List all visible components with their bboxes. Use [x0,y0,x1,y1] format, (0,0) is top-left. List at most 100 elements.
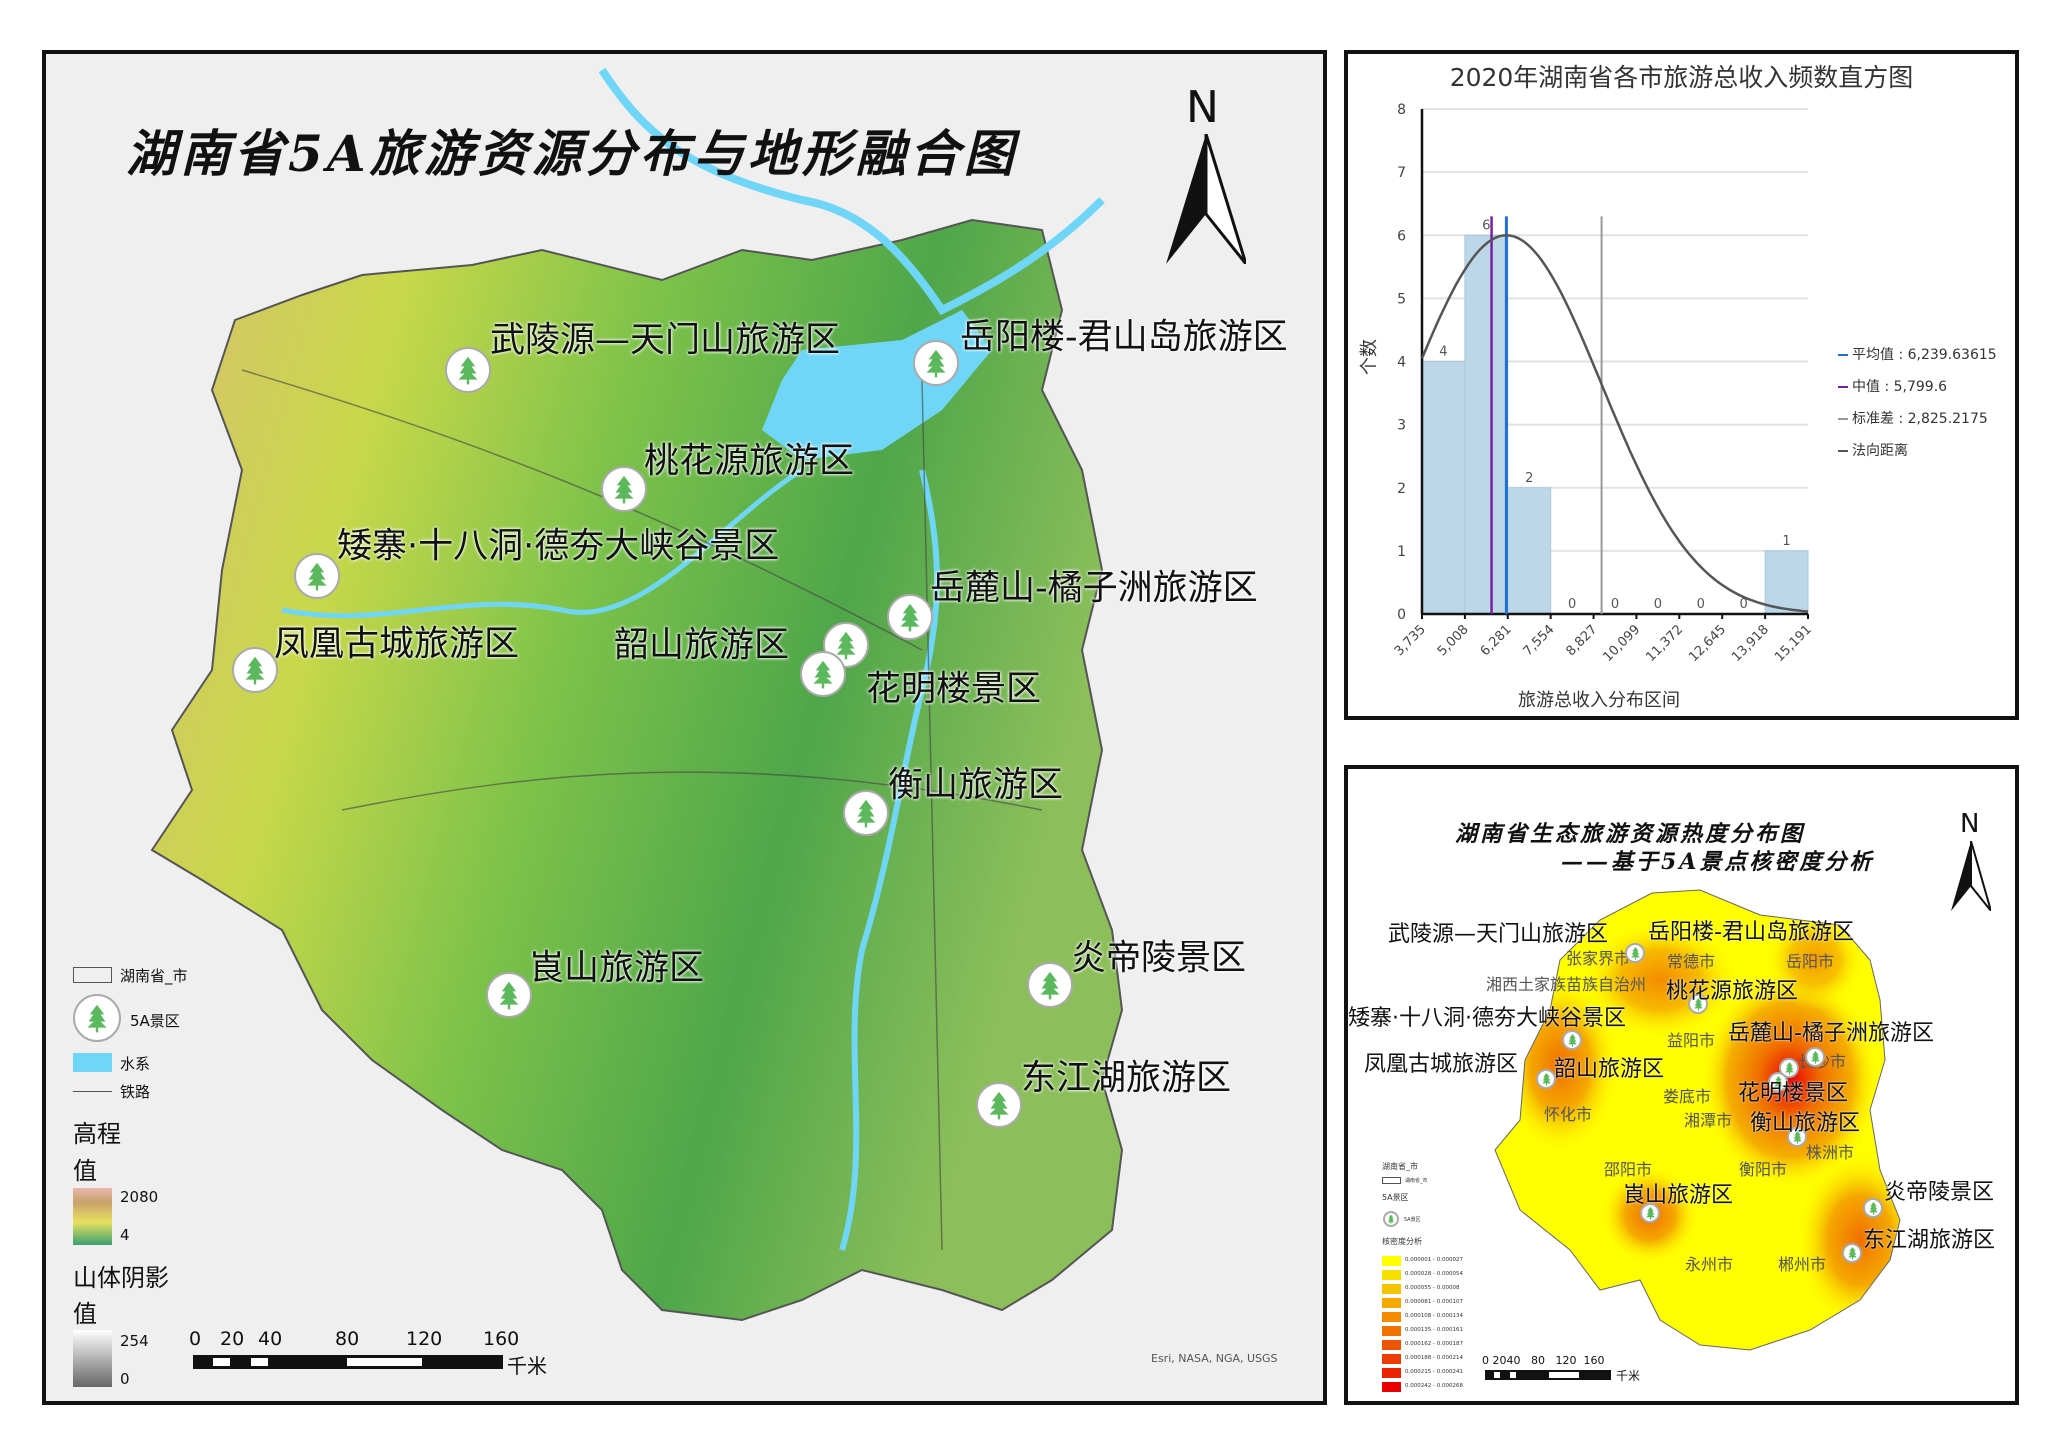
legend-mean: 平均值 : 6,239.63615 [1838,344,1997,364]
heat-title-2: ——基于5A景点核密度分析 [1561,849,1875,875]
scenic-marker-huaminglou[interactable] [800,651,846,697]
kde-class-swatch [1382,1270,1401,1280]
kde-class-swatch [1382,1354,1401,1364]
x-tick-label: 3,735 [1392,622,1429,659]
heat-north-label: N [1960,809,1980,839]
heat-scale-unit: 千米 [1616,1369,1641,1383]
kde-class-label: 0.000162 - 0.000187 [1405,1341,1463,1347]
main-map-panel: 湖南省5A旅游资源分布与地形融合图 N 武陵源—天门山旅游区 岳阳楼-君山岛旅游… [42,50,1327,1405]
scenic-marker-langshan[interactable] [486,972,532,1018]
city-yiyang: 益阳市 [1666,1031,1716,1050]
histogram-chart[interactable]: 0 1 2 3 4 5 6 7 8 4 6 2 0 0 0 0 0 1 3,735 5,008 6,281 7,554 8,… [1348,54,2015,716]
heat-scenic-marker[interactable] [1805,1047,1825,1067]
heat-scenic-marker[interactable] [1562,1030,1582,1050]
city-hengyang: 衡阳市 [1738,1160,1788,1179]
heat-label-huaminglou: 花明楼景区 [1738,1081,1849,1106]
map-credit: Esri, NASA, NGA, USGS [1151,1352,1278,1365]
heat-scenic-marker[interactable] [1536,1069,1556,1089]
legend-scenic-icon [73,994,121,1042]
kde-class-swatch [1382,1298,1401,1308]
heat-scenic-marker[interactable] [1863,1198,1883,1218]
heat-label-hengshan: 衡山旅游区 [1750,1111,1861,1136]
heat-north-arrow-icon [1951,841,1991,911]
x-tick-label: 8,827 [1563,622,1600,659]
scale-tick: 20 [220,1328,245,1350]
scenic-marker-fenghuang[interactable] [232,647,278,693]
heat-scenic-marker[interactable] [1625,943,1645,963]
heat-scenic-marker[interactable] [1640,1203,1660,1223]
north-arrow: N [1166,82,1246,264]
scenic-marker-taohuayuan[interactable] [601,466,647,512]
x-axis-label: 旅游总收入分布区间 [1518,690,1680,711]
histogram-bar [1464,234,1509,615]
bar-value-label: 0 [1697,597,1705,612]
x-tick-label: 10,099 [1600,622,1643,665]
railway [241,369,1043,1251]
heat-scenic-marker[interactable] [1842,1243,1862,1263]
yangtze-river [598,67,1105,316]
city-chenzhou: 郴州市 [1777,1255,1827,1274]
heat-legend-scenic-item: 5A景区 [1404,1217,1421,1223]
scale-tick: 120 [406,1328,443,1350]
elev-gradient [73,1188,112,1245]
legend-hill-sub: 值 [73,1300,97,1328]
label-dongjianghu: 东江湖旅游区 [1021,1058,1232,1099]
heat-scenic-marker[interactable] [1768,1072,1788,1092]
legend-hill-low: 0 [120,1370,130,1388]
kde-class-swatch [1382,1312,1401,1322]
legend-elev-low: 4 [120,1226,130,1244]
kde-class-label: 0.000135 - 0.000161 [1405,1327,1463,1333]
heat-legend-scenic-icon [1383,1211,1399,1227]
heat-label-yandiling: 炎帝陵景区 [1884,1180,1995,1205]
scale-bar-graphic [193,1355,503,1369]
normal-curve [1420,234,1809,613]
north-arrow-icon [1166,134,1246,264]
x-tick-label: 15,191 [1772,622,1815,665]
scenic-marker-hengshan[interactable] [843,790,889,836]
heat-label-yueyanglou: 岳阳楼-君山岛旅游区 [1648,920,1854,945]
y-axis-label: 个数 [1359,339,1380,375]
histogram-bar [1421,361,1466,615]
y-tick-label: 3 [1397,418,1406,434]
x-tick-label: 6,281 [1478,622,1515,659]
heat-scenic-marker[interactable] [1688,994,1708,1014]
y-tick-label: 1 [1397,544,1406,560]
scenic-marker-yueyanglou[interactable] [913,340,959,386]
hunan-outline [150,218,1124,1322]
y-tick-label: 7 [1397,165,1406,181]
label-wulingyuan: 武陵源—天门山旅游区 [490,320,841,361]
scale-unit: 千米 [507,1354,547,1378]
heat-map-outline [1494,889,1901,1351]
map-title: 湖南省5A旅游资源分布与地形融合图 [126,124,1018,183]
scenic-marker-wulingyuan[interactable] [445,347,491,393]
city-zhuzhou: 株洲市 [1805,1143,1855,1162]
legend-scenic: 5A景区 [130,1012,180,1030]
legend-hill-high: 254 [120,1332,149,1350]
scenic-marker-yandiling[interactable] [1027,962,1073,1008]
kde-class-label: 0.000188 - 0.000214 [1405,1355,1463,1361]
heat-label-yuelushan: 岳麓山-橘子洲旅游区 [1728,1021,1934,1046]
scenic-marker-aizhai[interactable] [294,553,340,599]
heat-label-shaoshan: 韶山旅游区 [1554,1057,1665,1082]
scenic-marker-yuelushan[interactable] [887,594,933,640]
kde-class-label: 0.000028 - 0.000054 [1405,1271,1463,1277]
legend-median: 中值 : 5,799.6 [1838,376,1947,396]
bar-value-label: 0 [1740,597,1748,612]
yuan-river [281,467,804,619]
heat-map-panel: 湖南省生态旅游资源热度分布图 ——基于5A景点核密度分析 N 张家界市 常德市 … [1344,765,2019,1405]
kde-class-label: 0.000108 - 0.000134 [1405,1313,1463,1319]
heat-scenic-marker[interactable] [1787,1127,1807,1147]
label-langshan: 崀山旅游区 [529,948,705,989]
legend-hill-title: 山体阴影 [73,1264,169,1292]
kde-class-swatch [1382,1256,1401,1266]
label-fenghuang: 凤凰古城旅游区 [274,624,520,665]
xiang-river [839,469,940,1251]
boundary-swatch [73,967,112,983]
heat-legend-boundary-item: 湖南省_市 [1405,1178,1428,1184]
kde-class-swatch [1382,1368,1401,1378]
hillshade-gradient [73,1330,112,1387]
terrain-map[interactable] [42,50,1327,1405]
scenic-marker-dongjianghu[interactable] [976,1082,1022,1128]
heat-label-dongjianghu: 东江湖旅游区 [1863,1228,1996,1253]
